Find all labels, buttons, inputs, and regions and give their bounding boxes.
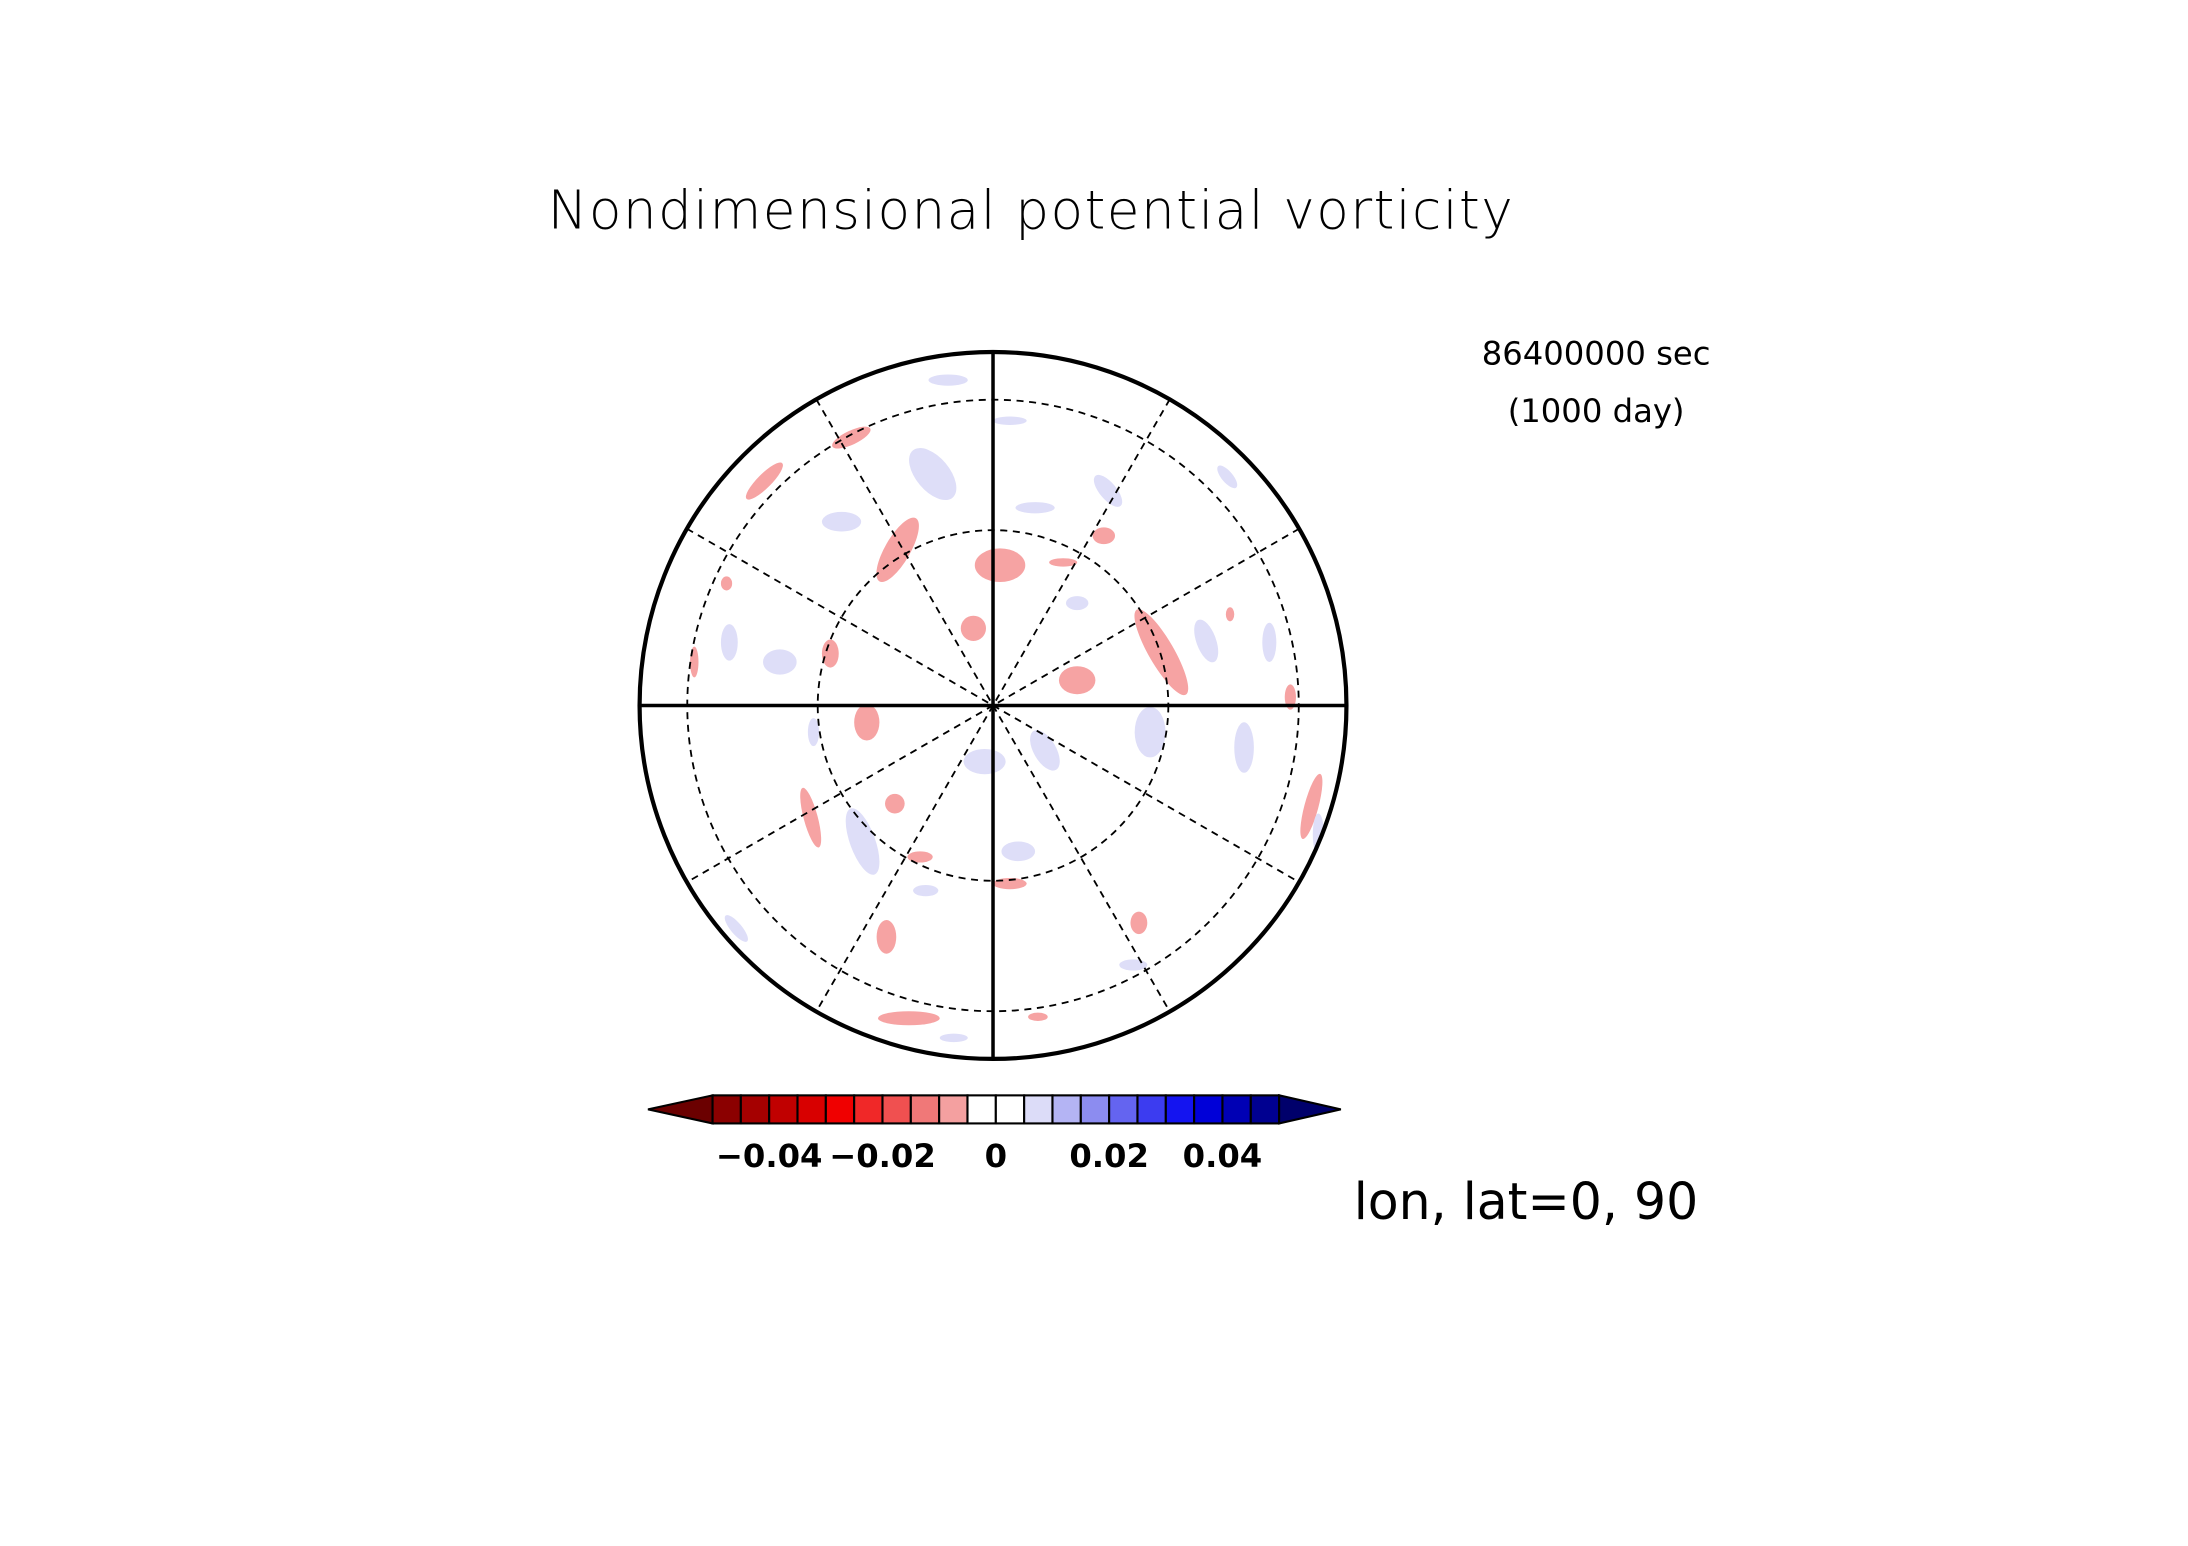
colorbar-box [1079, 1094, 1111, 1125]
colorbar-box [966, 1094, 997, 1125]
colorbar-box [1193, 1094, 1224, 1125]
time-label: 86400000 sec [1482, 335, 1711, 373]
colorbar-extend-high [1278, 1094, 1342, 1125]
colorbar-box [1249, 1094, 1281, 1125]
colorbar-tick-label: 0 [985, 1137, 1007, 1175]
contour-field [690, 374, 1325, 1043]
colorbar-box [881, 1094, 912, 1125]
map [637, 349, 1349, 1062]
subtitle: lon, lat=0, 90 [1354, 1172, 1699, 1231]
colorbar-box [768, 1094, 799, 1125]
colorbar-box [994, 1094, 1026, 1125]
chart-title: Nondimensional potential vorticity [548, 180, 1515, 242]
day-label: (1000 day) [1508, 392, 1685, 430]
colorbar-box [909, 1094, 941, 1125]
colorbar-extend-low [647, 1094, 714, 1125]
colorbar-box [1164, 1094, 1196, 1125]
colorbar-box [938, 1094, 969, 1125]
colorbar: −0.04 −0.02 0 0.02 0.04 [647, 1094, 1342, 1175]
colorbar-box [711, 1094, 742, 1125]
colorbar-box [796, 1094, 827, 1125]
colorbar-box [1023, 1094, 1054, 1125]
colorbar-box [1051, 1094, 1082, 1125]
colorbar-tick-label: −0.02 [829, 1137, 936, 1175]
colorbar-tick-label: 0.02 [1069, 1137, 1149, 1175]
colorbar-box [1221, 1094, 1252, 1125]
colorbar-tick-label: 0.04 [1183, 1137, 1263, 1175]
colorbar-box [739, 1094, 771, 1125]
colorbar-box [824, 1094, 856, 1125]
colorbar-box [853, 1094, 884, 1125]
colorbar-tick-label: −0.04 [716, 1137, 823, 1175]
colorbar-box [1136, 1094, 1167, 1125]
colorbar-box [1108, 1094, 1139, 1125]
